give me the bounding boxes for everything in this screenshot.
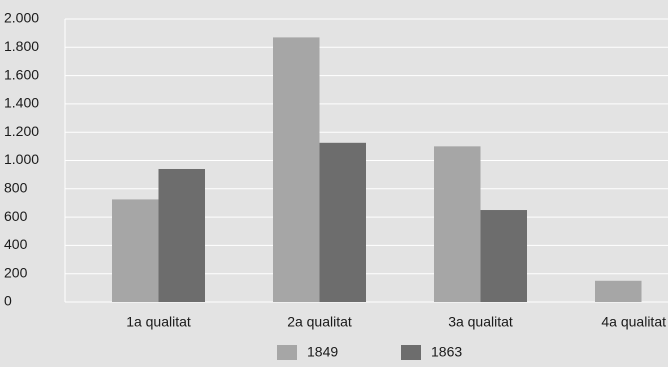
y-tick-label: 1.800	[4, 38, 39, 54]
y-tick-label: 400	[4, 236, 28, 252]
bar	[480, 210, 527, 302]
x-tick-label: 1a qualitat	[126, 314, 191, 330]
y-tick-label: 600	[4, 208, 28, 224]
bar	[273, 37, 320, 303]
y-tick-label: 1.200	[4, 123, 39, 139]
y-tick-label: 1.400	[4, 95, 39, 111]
legend-swatch	[401, 345, 421, 360]
bar	[158, 168, 205, 302]
bar	[595, 280, 642, 302]
y-tick-label: 1.000	[4, 151, 39, 167]
legend-label: 1863	[431, 344, 462, 360]
y-tick-label: 0	[4, 293, 12, 309]
y-tick-label: 800	[4, 180, 28, 196]
x-tick-label: 2a qualitat	[287, 314, 352, 330]
x-tick-label: 4a qualitat	[601, 314, 666, 330]
legend-swatch	[277, 345, 297, 360]
legend-label: 1849	[307, 344, 338, 360]
y-tick-label: 2.000	[4, 10, 39, 26]
y-tick-label: 1.600	[4, 66, 39, 82]
bar	[319, 142, 366, 302]
bar	[434, 146, 481, 302]
x-tick-label: 3a qualitat	[448, 314, 513, 330]
y-tick-label: 200	[4, 264, 28, 280]
bar	[112, 199, 159, 302]
